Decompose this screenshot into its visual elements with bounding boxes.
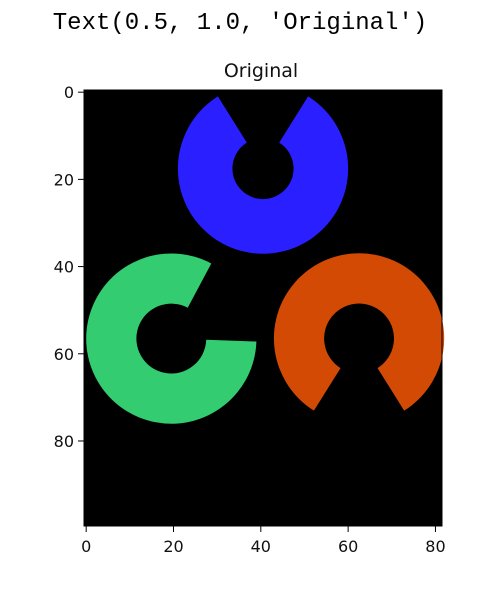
y-tick-label: 80 xyxy=(54,432,74,451)
y-tick-label: 0 xyxy=(64,83,74,102)
x-tick-label: 40 xyxy=(251,537,271,556)
y-tick-label: 40 xyxy=(54,258,74,277)
chart-title: Original xyxy=(224,60,298,82)
x-tick-label: 80 xyxy=(425,537,445,556)
y-tick-label: 20 xyxy=(54,170,74,189)
ring-0 xyxy=(177,96,349,254)
axes-frame xyxy=(83,89,443,527)
plot-area xyxy=(83,89,445,527)
output-text: Text(0.5, 1.0, 'Original') xyxy=(52,10,428,37)
y-axis: 0 20 40 60 80 xyxy=(54,83,84,451)
y-tick-label: 60 xyxy=(54,345,74,364)
image-shapes xyxy=(86,96,445,424)
ring-1 xyxy=(86,253,257,424)
x-axis: 0 20 40 60 80 xyxy=(81,526,446,556)
x-tick-label: 60 xyxy=(338,537,358,556)
ring-2 xyxy=(273,253,445,411)
x-tick-label: 20 xyxy=(163,537,183,556)
x-tick-label: 0 xyxy=(81,537,91,556)
